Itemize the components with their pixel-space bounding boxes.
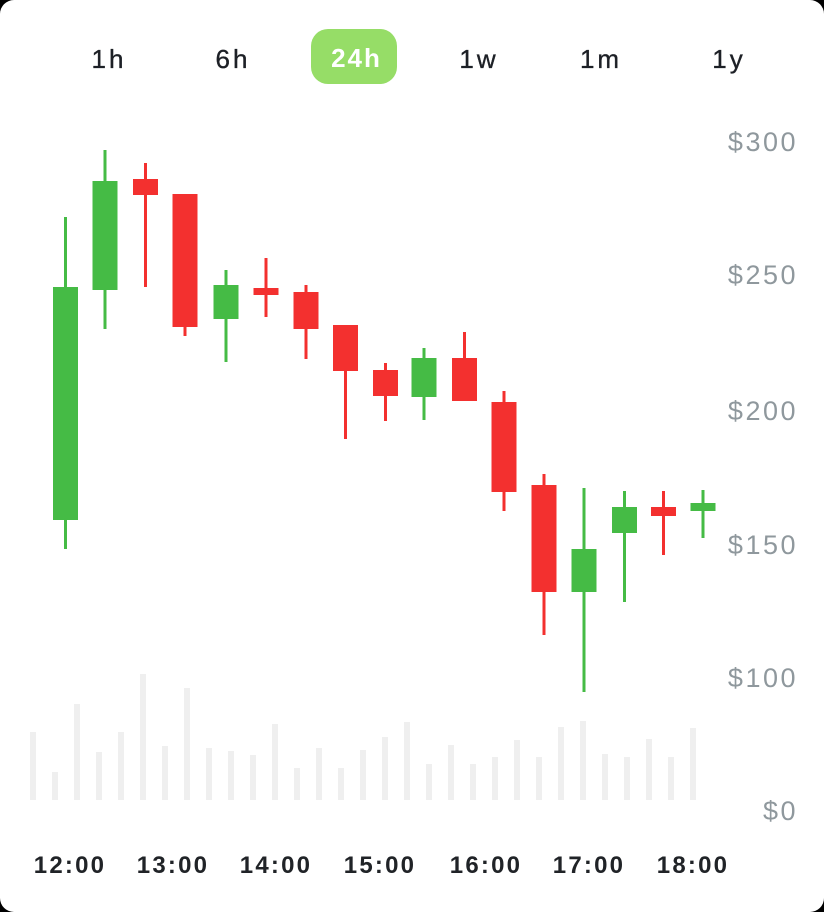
svg-text:13:00: 13:00	[137, 852, 209, 879]
svg-text:14:00: 14:00	[240, 852, 312, 879]
svg-text:$0: $0	[763, 796, 798, 826]
svg-text:$300: $300	[728, 127, 798, 157]
svg-text:$150: $150	[728, 530, 798, 560]
svg-text:18:00: 18:00	[657, 852, 729, 879]
svg-text:16:00: 16:00	[450, 852, 522, 879]
svg-text:12:00: 12:00	[34, 852, 106, 879]
svg-text:15:00: 15:00	[344, 852, 416, 879]
svg-text:$200: $200	[728, 396, 798, 426]
svg-text:$100: $100	[728, 663, 798, 693]
svg-text:$250: $250	[728, 260, 798, 290]
svg-text:17:00: 17:00	[553, 852, 625, 879]
